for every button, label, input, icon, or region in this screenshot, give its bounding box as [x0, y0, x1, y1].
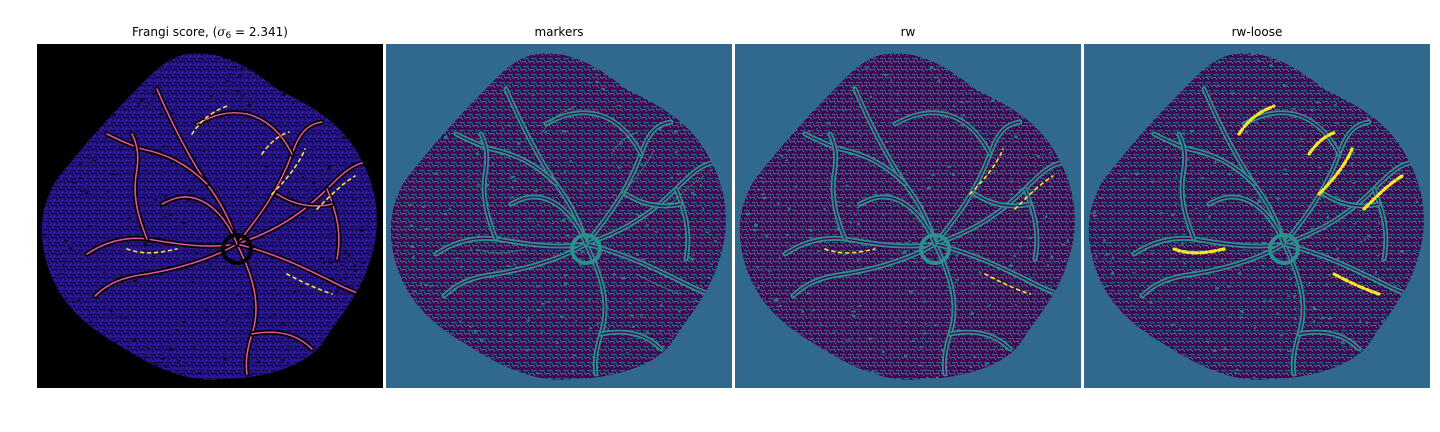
- frangi-score-image: [37, 44, 383, 388]
- panel-title-rw-loose: rw-loose: [1231, 25, 1283, 39]
- tissue-region: [1088, 53, 1424, 380]
- rw-loose-image: [1084, 44, 1430, 388]
- tissue-region: [739, 53, 1075, 380]
- panel-title-rw: rw: [900, 25, 916, 39]
- rw-image: [735, 44, 1081, 388]
- markers-canvas: [386, 44, 732, 388]
- tissue-region: [41, 53, 377, 380]
- panel-title-frangi: Frangi score, (σ6 = 2.341): [132, 25, 288, 41]
- tissue-region: [390, 53, 726, 380]
- frangi-score-canvas: [37, 44, 383, 388]
- panel-title-markers: markers: [534, 25, 584, 39]
- vessel-network: [41, 53, 377, 379]
- vessel-network: [739, 53, 1075, 380]
- rw-canvas: [735, 44, 1081, 388]
- rw-loose-canvas: [1084, 44, 1430, 388]
- markers-image: [386, 44, 732, 388]
